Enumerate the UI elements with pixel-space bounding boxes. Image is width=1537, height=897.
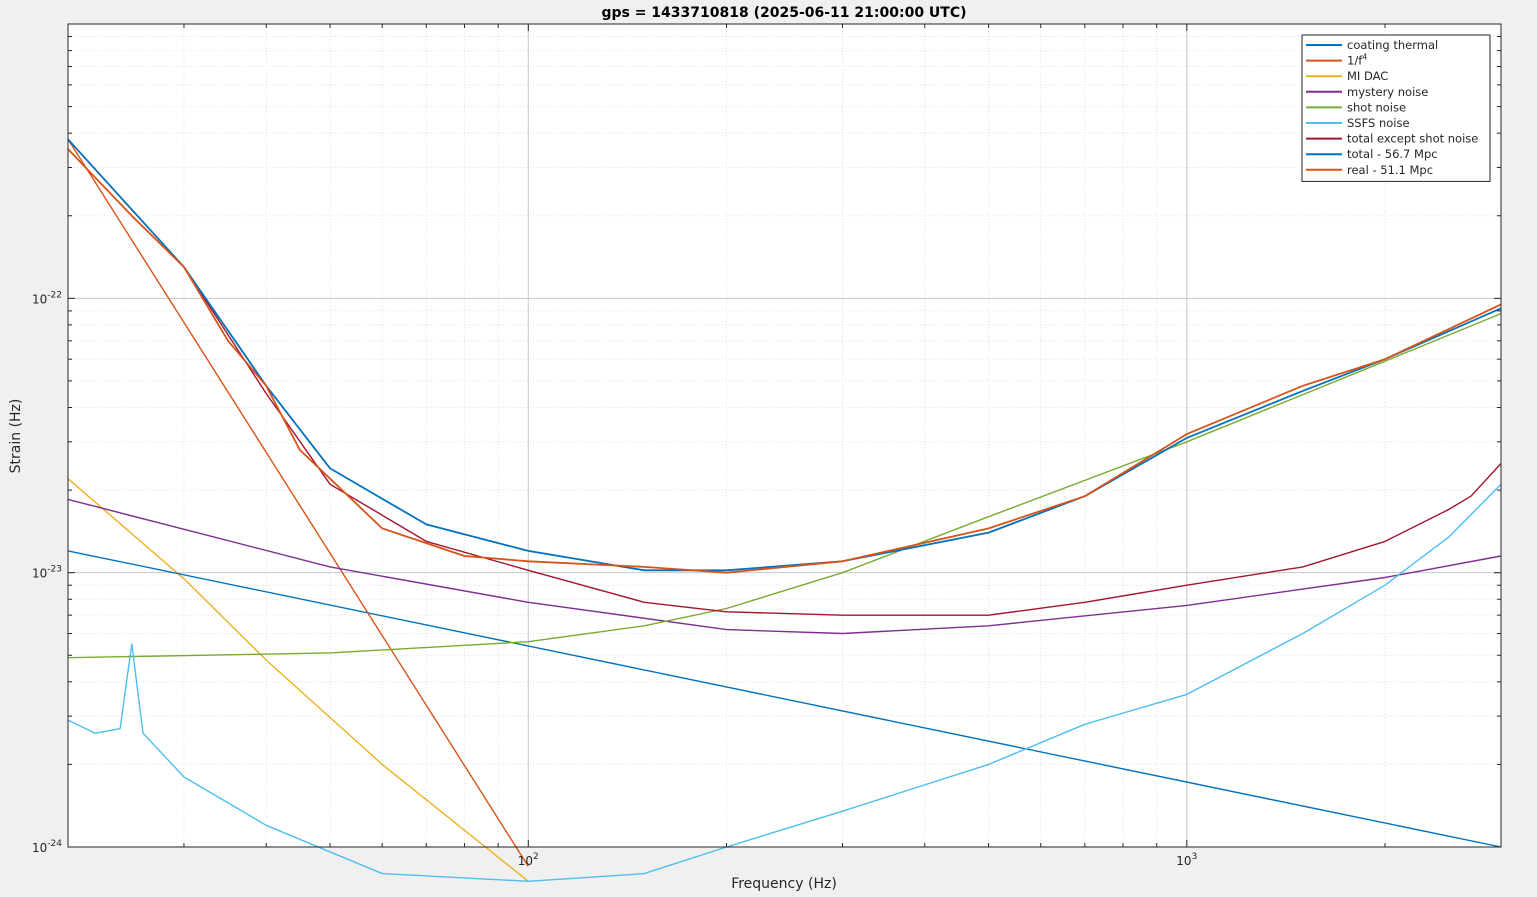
series-line: [67, 148, 1502, 574]
chart-title: gps = 1433710818 (2025-06-11 21:00:00 UT…: [601, 5, 966, 21]
legend-label: 1/f4: [1347, 53, 1367, 68]
series-line: [67, 478, 529, 882]
series-line: [67, 550, 1502, 848]
series-line: [67, 498, 1502, 635]
legend-label: total - 56.7 Mpc: [1347, 147, 1438, 161]
x-tick-label: 102: [518, 852, 539, 868]
y-tick-label: 10-22: [32, 290, 62, 306]
series-layer: [67, 138, 1502, 882]
x-axis-label: Frequency (Hz): [731, 876, 837, 892]
legend-label: MI DAC: [1347, 69, 1388, 83]
legend-label: mystery noise: [1347, 85, 1428, 99]
series-line: [67, 138, 529, 867]
legend-label: total except shot noise: [1347, 132, 1478, 146]
x-tick-labels: 102 103: [518, 852, 1198, 868]
y-tick-label: 10-23: [32, 565, 62, 581]
plot-border: [67, 23, 1502, 848]
y-tick-label: 10-24: [32, 839, 62, 855]
y-axis-label: Strain (Hz): [8, 399, 24, 474]
series-line: [67, 138, 1502, 616]
series-line: [67, 138, 1502, 572]
legend-label: coating thermal: [1347, 38, 1438, 52]
y-tick-labels: 10-22 10-23 10-24: [32, 290, 62, 855]
legend-label: SSFS noise: [1347, 116, 1410, 130]
series-line: [67, 483, 1502, 882]
legend-label: shot noise: [1347, 100, 1406, 114]
legend-label: real - 51.1 Mpc: [1347, 163, 1433, 177]
plot-area: [68, 24, 1501, 847]
axis-ticks: [67, 23, 1502, 848]
series-line: [67, 312, 1502, 659]
grid-minor: [67, 24, 1502, 847]
x-tick-label: 103: [1176, 852, 1197, 868]
